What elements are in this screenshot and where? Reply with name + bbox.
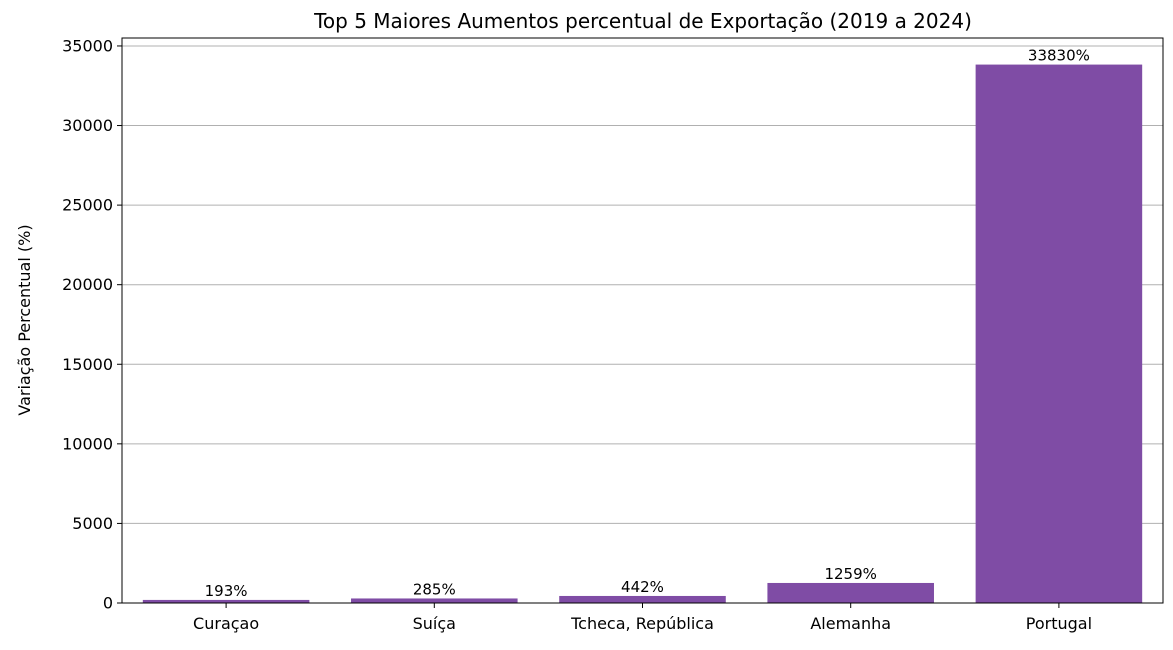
bar — [767, 582, 934, 603]
y-tick-label: 35000 — [62, 36, 113, 55]
bar-value-label: 193% — [205, 582, 248, 600]
y-tick-label: 30000 — [62, 116, 113, 135]
x-axis-ticks: Curaçao Suíça Tcheca, República Alemanha Por… — [193, 603, 1092, 633]
x-tick-label: Curaçao — [193, 614, 259, 633]
chart-title: Top 5 Maiores Aumentos percentual de Exp… — [313, 9, 972, 33]
y-axis-ticks: 0 5000 10000 15000 20000 25000 30000 35000 — [62, 36, 122, 613]
y-tick-label: 5000 — [72, 514, 113, 533]
y-axis-label: Variação Percentual (%) — [15, 224, 34, 415]
x-tick-label: Portugal — [1026, 614, 1092, 633]
bar — [142, 599, 310, 603]
bar — [975, 64, 1143, 604]
bar-value-label: 285% — [413, 580, 456, 598]
gridlines — [122, 45, 1163, 604]
y-tick-label: 20000 — [62, 275, 113, 294]
bars — [142, 64, 1143, 604]
y-tick-label: 15000 — [62, 355, 113, 374]
y-tick-label: 0 — [103, 594, 113, 613]
x-tick-label: Alemanha — [810, 614, 891, 633]
bar-value-label: 442% — [621, 578, 664, 596]
x-tick-label: Tcheca, República — [570, 614, 714, 633]
y-tick-label: 25000 — [62, 196, 113, 215]
bar-value-label: 33830% — [1028, 47, 1090, 65]
bar — [351, 598, 518, 603]
x-tick-label: Suíça — [413, 614, 456, 633]
y-tick-label: 10000 — [62, 434, 113, 453]
plot-frame — [121, 37, 1164, 604]
bar-value-label: 1259% — [824, 565, 876, 583]
bar — [559, 595, 726, 603]
data-labels: 193% 285% 442% 1259% 33830% — [205, 47, 1090, 600]
